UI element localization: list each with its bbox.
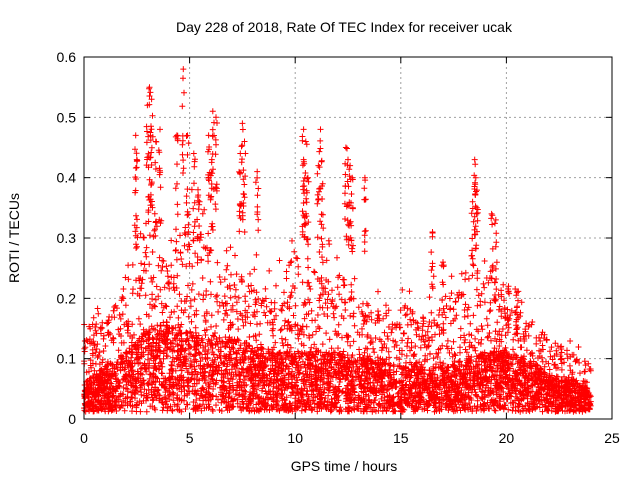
y-tick-label: 0.3 [57, 230, 77, 246]
x-tick-label: 5 [186, 430, 194, 446]
x-tick-label: 0 [80, 430, 88, 446]
roti-spike-cluster [183, 133, 192, 235]
roti-spike-cluster [132, 157, 141, 251]
roti-spike-cluster [252, 174, 262, 258]
axes: 0 5 10 15 20 25 0 0.1 0.2 0.3 0.4 0.5 0.6 [57, 49, 620, 446]
roti-spike-cluster [428, 230, 437, 292]
roti-spike-point [173, 132, 180, 139]
roti-spike-point [471, 156, 478, 163]
roti-spike-point [319, 180, 326, 187]
roti-spike-point [180, 66, 187, 73]
y-tick-label: 0.4 [57, 170, 77, 186]
x-axis-label: GPS time / hours [291, 458, 398, 474]
roti-spike-point [300, 156, 307, 163]
roti-spike-cluster [236, 168, 244, 235]
roti-spike-cluster [179, 75, 187, 176]
y-tick-label: 0.6 [57, 49, 77, 65]
chart-title: Day 228 of 2018, Rate Of TEC Index for r… [176, 19, 513, 35]
roti-spike-point [361, 174, 368, 181]
roti-spike-point [133, 156, 140, 163]
roti-spike-point [440, 259, 446, 266]
roti-spike-point [315, 162, 322, 169]
roti-spike-point [209, 108, 216, 115]
roti-spike-point [505, 283, 512, 290]
x-tick-label: 10 [287, 430, 303, 446]
roti-spike-point [157, 126, 163, 133]
y-tick-label: 0.1 [57, 351, 77, 367]
roti-spike-cluster [513, 292, 522, 337]
roti-spike-point [472, 174, 479, 181]
roti-point-cloud [81, 186, 594, 415]
roti-spike-cluster [348, 176, 356, 255]
roti-spike-cluster [491, 220, 500, 293]
roti-spike-point [147, 132, 154, 139]
roti-spike-cluster [341, 145, 350, 240]
roti-spike-point [213, 114, 219, 121]
roti-spike-point [239, 120, 246, 127]
roti-spike-cluster [361, 177, 369, 255]
roti-spike-cluster [303, 175, 312, 262]
roti-spike-cluster [301, 141, 310, 229]
roti-spike-cluster [172, 132, 181, 233]
roti-spike-cluster [146, 137, 155, 209]
roti-spike-point [473, 204, 480, 211]
y-tick-label: 0.5 [57, 109, 77, 125]
roti-spike-cluster [207, 170, 216, 233]
roti-spike-cluster [212, 120, 220, 213]
roti-spike-cluster [487, 212, 496, 282]
roti-spike-cluster [472, 206, 481, 282]
roti-spike-point [492, 216, 499, 223]
roti-spike-point [304, 174, 311, 181]
x-tick-label: 15 [393, 430, 409, 446]
roti-spike-cluster [470, 161, 479, 238]
x-tick-label: 25 [604, 430, 620, 446]
roti-spike-point [205, 132, 212, 139]
roti-spike-point [345, 156, 351, 163]
roti-spike-point [148, 96, 155, 103]
roti-spike-point [132, 132, 139, 139]
roti-spike-point [429, 229, 436, 235]
roti-spike-point [317, 126, 324, 133]
roti-spike-cluster [438, 262, 448, 318]
roti-spike-point [300, 126, 307, 133]
roti-spike-cluster [194, 192, 203, 266]
roti-spike-cluster [316, 137, 325, 228]
roti-spike-point [237, 150, 244, 157]
roti-spike-point [190, 150, 197, 157]
roti-spike-point [152, 138, 159, 145]
roti-spike-cluster [190, 156, 198, 244]
roti-spike-point [254, 168, 261, 175]
data-points [81, 66, 594, 415]
roti-spike-point [469, 198, 476, 205]
y-tick-label: 0.2 [57, 290, 77, 306]
roti-spike-point [208, 156, 215, 163]
roti-spike-cluster [314, 164, 323, 255]
y-axis-label: ROTI / TECUs [6, 193, 22, 283]
roti-spike-point [195, 186, 201, 193]
roti-spike-cluster [151, 138, 160, 239]
roti-spike-point [347, 162, 354, 169]
roti-spike-cluster [318, 183, 327, 266]
roti-spike-point [342, 144, 349, 151]
roti-spike-point [146, 84, 153, 91]
roti-spike-cluster [468, 205, 477, 279]
x-tick-label: 20 [499, 430, 515, 446]
roti-spike-cluster [471, 179, 480, 252]
roti-spike-point [514, 289, 520, 296]
roti-spike-point [488, 210, 495, 217]
roti-spike-point [349, 174, 356, 181]
roti-spike-point [241, 138, 248, 145]
y-tick-label: 0 [68, 411, 76, 427]
roti-spike-point [302, 138, 309, 145]
roti-spike-cluster [155, 147, 165, 227]
roti-spike-point [184, 132, 191, 139]
